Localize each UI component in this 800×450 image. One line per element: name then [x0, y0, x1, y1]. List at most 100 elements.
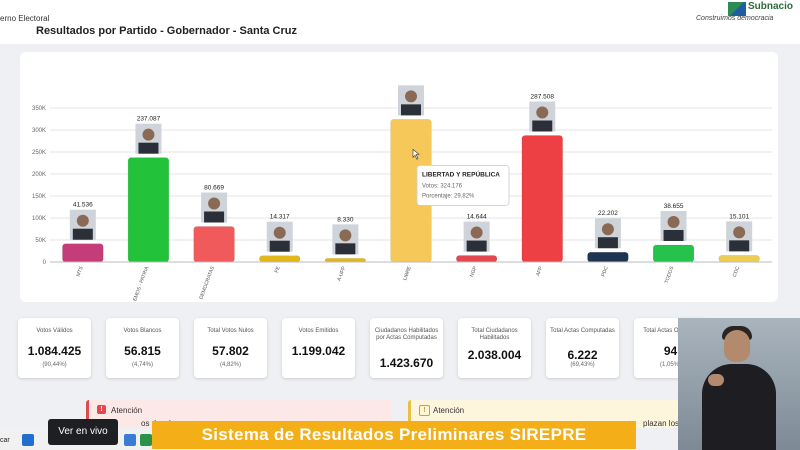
alert-title: Atención — [433, 406, 465, 415]
stat-value: 2.038.004 — [467, 348, 522, 362]
results-chart-card: 0 50K 100K 150K 200K 250K 300K 350K 41.536 MTS 237… — [20, 52, 778, 302]
stat-card-total-habilitados: Total Ciudadanos Habilitados 2.038.004 — [458, 318, 531, 378]
data-label: 8.330 — [337, 216, 354, 223]
candidate-suit — [597, 237, 618, 249]
org-name: erno Electoral — [0, 14, 50, 23]
tooltip-box — [416, 164, 510, 206]
stat-card-votos-validos: Votos Válidos 1.084.425 (90,44%) — [18, 318, 91, 378]
candidate-suit — [466, 240, 487, 252]
broadcast-banner: Sistema de Resultados Preliminares SIREP… — [152, 421, 636, 449]
stats-row: Votos Válidos 1.084.425 (90,44%) Votos B… — [18, 318, 707, 380]
stat-card-votos-nulos: Total Votos Nulos 57.802 (4,82%) — [194, 318, 267, 378]
stat-percent: (69,43%) — [570, 362, 595, 368]
results-bar-chart: 0 50K 100K 150K 200K 250K 300K 350K 41.536 MTS 237… — [32, 85, 772, 302]
candidate-face — [273, 226, 286, 239]
stat-label: Total Actas Observ... — [643, 328, 698, 334]
stat-value: 1.423.670 — [379, 356, 434, 370]
candidate-face — [667, 215, 680, 228]
candidate-suit — [729, 240, 750, 252]
data-label: 41.536 — [73, 202, 93, 209]
data-label: 22.202 — [598, 210, 618, 217]
watch-live-label: Ver en vivo — [58, 426, 108, 437]
bar-app[interactable] — [521, 135, 563, 263]
candidate-face — [405, 90, 417, 103]
alert-triangle-icon: ! — [97, 405, 106, 414]
stat-card-habilitados-actas: Ciudadanos Habilitados por Actas Computa… — [370, 318, 443, 378]
y-tick-label: 100K — [32, 216, 46, 222]
bar-a-upp[interactable] — [324, 258, 366, 263]
stat-label: Votos Válidos — [36, 328, 73, 334]
stat-label: Votos Blancos — [123, 328, 162, 334]
candidate-face — [76, 214, 89, 227]
app-icon[interactable] — [124, 434, 136, 446]
taskbar-search-text[interactable]: car — [0, 437, 10, 444]
stat-card-votos-blancos: Votos Blancos 56.815 (4,74%) — [106, 318, 179, 378]
bar-cdc[interactable] — [718, 255, 760, 263]
stat-card-votos-emitidos: Votos Emitidos 1.199.042 — [282, 318, 355, 378]
candidate-face — [208, 197, 221, 210]
y-tick-label: 250K — [32, 150, 46, 156]
warning-icon: ! — [419, 405, 430, 416]
candidate-suit — [532, 120, 553, 132]
tooltip-votes: Votos: 324.176 — [422, 183, 463, 189]
top-header: erno Electoral Subnacio Construimos demo… — [0, 0, 800, 44]
stat-label: Ciudadanos Habilitados por Actas Computa… — [374, 328, 439, 341]
alert-title: Atención — [111, 406, 143, 415]
stat-card-actas-computadas: Total Actas Computadas 6.222 (69,43%) — [546, 318, 619, 378]
tooltip-percent: Porcentaje: 29.82% — [422, 193, 475, 199]
x-tick-label: CDC — [732, 265, 741, 278]
bar-mts[interactable] — [62, 243, 104, 263]
stat-value: 1.084.425 — [27, 344, 82, 358]
stat-value: 56.815 — [124, 344, 161, 358]
bar-democratas[interactable] — [193, 226, 235, 263]
outlook-icon[interactable] — [22, 434, 34, 446]
brand-tagline: Construimos democracia — [696, 15, 774, 22]
watch-live-button[interactable]: Ver en vivo — [48, 419, 118, 445]
y-tick-label: 150K — [32, 194, 46, 200]
candidate-suit — [335, 243, 356, 255]
candidate-face — [601, 223, 614, 236]
bar-fe[interactable] — [259, 255, 301, 263]
stat-value: 6.222 — [567, 348, 598, 362]
page-title: Resultados por Partido - Gobernador - Sa… — [36, 25, 297, 37]
stat-value: 1.199.042 — [291, 344, 346, 358]
brand-logo: Subnacio Construimos democracia — [692, 0, 800, 28]
candidate-suit — [138, 142, 159, 154]
brand-mark-icon — [728, 2, 746, 16]
y-tick-label: 300K — [32, 128, 46, 134]
data-label: 80.669 — [204, 185, 224, 192]
sign-language-interpreter-video — [678, 318, 800, 450]
x-tick-label: LIBRE — [402, 265, 413, 281]
interpreter-head — [724, 330, 750, 362]
alert-text: plazan los Res — [643, 419, 683, 428]
x-tick-label: NGP — [469, 265, 479, 278]
stat-percent: (4,74%) — [131, 362, 153, 368]
x-tick-label: EMOS - PATRIA — [132, 265, 150, 302]
excel-icon[interactable] — [140, 434, 152, 446]
bar-todos[interactable] — [652, 244, 695, 263]
y-tick-label: 350K — [32, 106, 46, 112]
x-tick-label: DEMOCRATAS — [199, 265, 217, 300]
bar-ngp[interactable] — [456, 255, 498, 263]
stat-label: Votos Emitidos — [298, 328, 339, 334]
data-label: 15.101 — [729, 213, 749, 220]
bar-emos-patria[interactable] — [127, 157, 170, 263]
stat-label: Total Actas Computadas — [550, 328, 615, 334]
bar-pdc[interactable] — [587, 251, 629, 263]
stat-value: 94 — [663, 344, 678, 358]
y-tick-label: 50K — [35, 238, 46, 244]
x-tick-label: A-UPP — [336, 265, 347, 282]
y-tick-label: 0 — [43, 260, 47, 266]
candidate-face — [339, 229, 352, 242]
candidate-suit — [269, 240, 290, 252]
candidate-face — [142, 128, 155, 141]
data-label: 14.644 — [467, 214, 487, 221]
data-label: 14.317 — [270, 214, 290, 221]
data-label: 287.508 — [531, 93, 555, 100]
stat-percent: (90,44%) — [42, 362, 67, 368]
candidate-suit — [401, 104, 421, 116]
brand-title: Subnacio — [748, 1, 794, 12]
candidate-suit — [663, 229, 684, 241]
stat-value: 57.802 — [212, 344, 249, 358]
stat-label: Total Ciudadanos Habilitados — [471, 328, 518, 341]
